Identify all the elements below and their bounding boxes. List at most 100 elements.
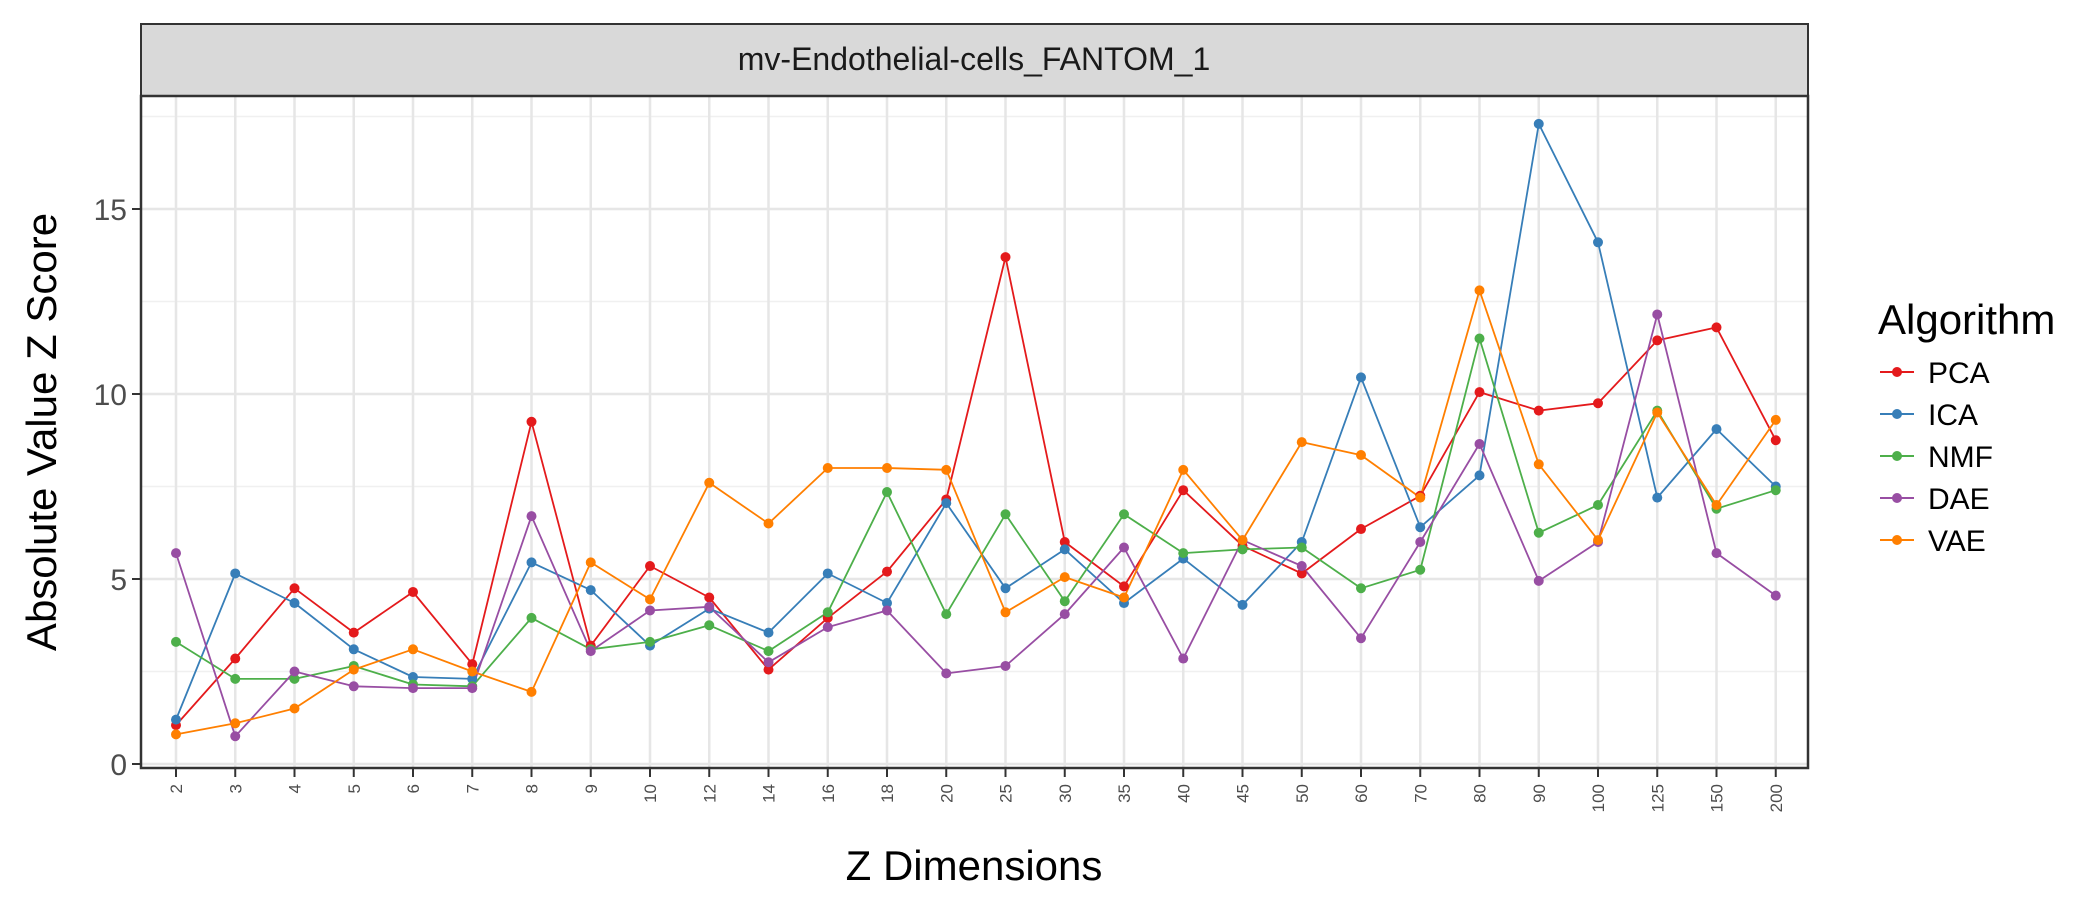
legend-label-nmf: NMF (1928, 441, 1993, 474)
data-point-pca (1711, 322, 1722, 333)
data-point-vae (1237, 535, 1248, 546)
x-tick-label: 14 (760, 784, 779, 803)
data-point-ica (1000, 583, 1011, 594)
data-point-nmf (1415, 564, 1426, 575)
x-tick-label: 60 (1352, 784, 1371, 803)
data-point-ica (585, 585, 596, 596)
x-tick-label: 3 (226, 784, 245, 793)
data-point-pca (230, 653, 241, 664)
data-point-ica (822, 568, 833, 579)
major-gridlines (141, 96, 1808, 768)
data-point-nmf (645, 636, 655, 647)
data-point-nmf (1178, 548, 1189, 559)
data-point-nmf (230, 673, 241, 684)
x-tick-label: 16 (819, 784, 838, 803)
data-point-ica (1059, 544, 1070, 555)
series-layer (171, 118, 1781, 742)
y-tick-label: 10 (94, 379, 127, 412)
data-point-dae (408, 683, 418, 694)
facet-strip (140, 23, 1809, 97)
x-tick-label: 30 (1056, 784, 1075, 803)
data-point-dae (1059, 609, 1070, 620)
data-point-nmf (1593, 500, 1603, 510)
data-point-nmf (882, 487, 892, 498)
data-point-nmf (763, 646, 774, 657)
data-point-nmf (289, 673, 300, 684)
data-point-vae (348, 664, 359, 675)
data-point-pca (1474, 387, 1485, 398)
data-point-pca (645, 561, 655, 572)
data-point-pca (348, 627, 359, 638)
data-point-vae (763, 518, 774, 529)
data-point-vae (1000, 607, 1011, 618)
data-point-dae (467, 683, 478, 694)
legend-key-point-nmf (1892, 451, 1902, 461)
data-point-ica (1652, 492, 1663, 503)
data-point-ica (1593, 237, 1603, 248)
data-point-vae (1356, 450, 1366, 461)
legend-key-point-ica (1892, 409, 1902, 419)
y-axis: 0 5 10 15 (94, 194, 141, 782)
data-point-nmf (822, 607, 833, 618)
series-line-vae (175, 289, 1777, 736)
data-point-vae (941, 464, 952, 475)
data-point-ica (289, 598, 300, 609)
data-point-dae (1652, 309, 1663, 320)
data-point-vae (1059, 572, 1070, 583)
data-point-nmf (1059, 596, 1070, 607)
legend-key-point-pca (1892, 367, 1902, 377)
data-point-dae (171, 548, 181, 559)
data-point-ica (1711, 424, 1722, 435)
data-point-dae (704, 601, 715, 612)
data-point-ica (526, 557, 537, 568)
data-point-vae (822, 463, 833, 473)
data-point-nmf (1119, 509, 1129, 520)
data-point-dae (585, 646, 596, 657)
data-point-dae (1415, 537, 1426, 547)
data-point-ica (882, 598, 892, 609)
data-point-pca (1119, 581, 1129, 592)
data-point-pca (408, 586, 418, 597)
data-point-pca (1356, 524, 1366, 535)
x-tick-label: 7 (463, 784, 482, 793)
data-point-dae (882, 605, 892, 616)
data-point-dae (941, 668, 952, 679)
data-point-ica (1237, 599, 1248, 610)
data-point-vae (1652, 407, 1663, 418)
data-point-dae (289, 666, 300, 677)
data-point-dae (1296, 561, 1307, 572)
data-point-dae (1533, 575, 1544, 586)
data-point-pca (526, 416, 537, 427)
data-point-dae (1000, 660, 1011, 671)
x-tick-label: 12 (700, 784, 719, 803)
data-point-ica (1356, 372, 1366, 383)
data-point-vae (1711, 500, 1722, 510)
data-point-pca (704, 592, 715, 603)
x-axis: 2 3 4 5 6 7 8 9 10 12 14 16 18 20 25 30 35 40 45 50 60 70 80 90… (167, 768, 1786, 812)
legend-label-ica: ICA (1928, 399, 1978, 432)
x-tick-label: 4 (286, 784, 305, 793)
x-tick-label: 35 (1115, 784, 1134, 803)
data-point-vae (704, 477, 715, 488)
data-point-vae (1178, 464, 1189, 475)
y-tick-label: 5 (110, 564, 127, 597)
data-point-pca (1059, 537, 1070, 547)
data-point-vae (1474, 285, 1485, 296)
data-point-vae (882, 463, 892, 473)
x-tick-label: 125 (1648, 784, 1667, 812)
data-point-vae (585, 557, 596, 568)
data-point-vae (526, 686, 537, 697)
x-tick-label: 70 (1411, 784, 1430, 803)
legend-label-dae: DAE (1928, 483, 1990, 516)
data-point-ica (408, 672, 418, 683)
data-point-dae (230, 731, 241, 742)
data-point-nmf (1474, 333, 1485, 344)
series-line-ica (175, 123, 1777, 720)
x-tick-label: 50 (1293, 784, 1312, 803)
data-point-ica (941, 498, 952, 509)
x-tick-label: 6 (404, 784, 423, 793)
data-point-nmf (1237, 544, 1248, 555)
legend-title: Algorithm (1878, 296, 2055, 343)
data-point-ica (1474, 470, 1485, 481)
